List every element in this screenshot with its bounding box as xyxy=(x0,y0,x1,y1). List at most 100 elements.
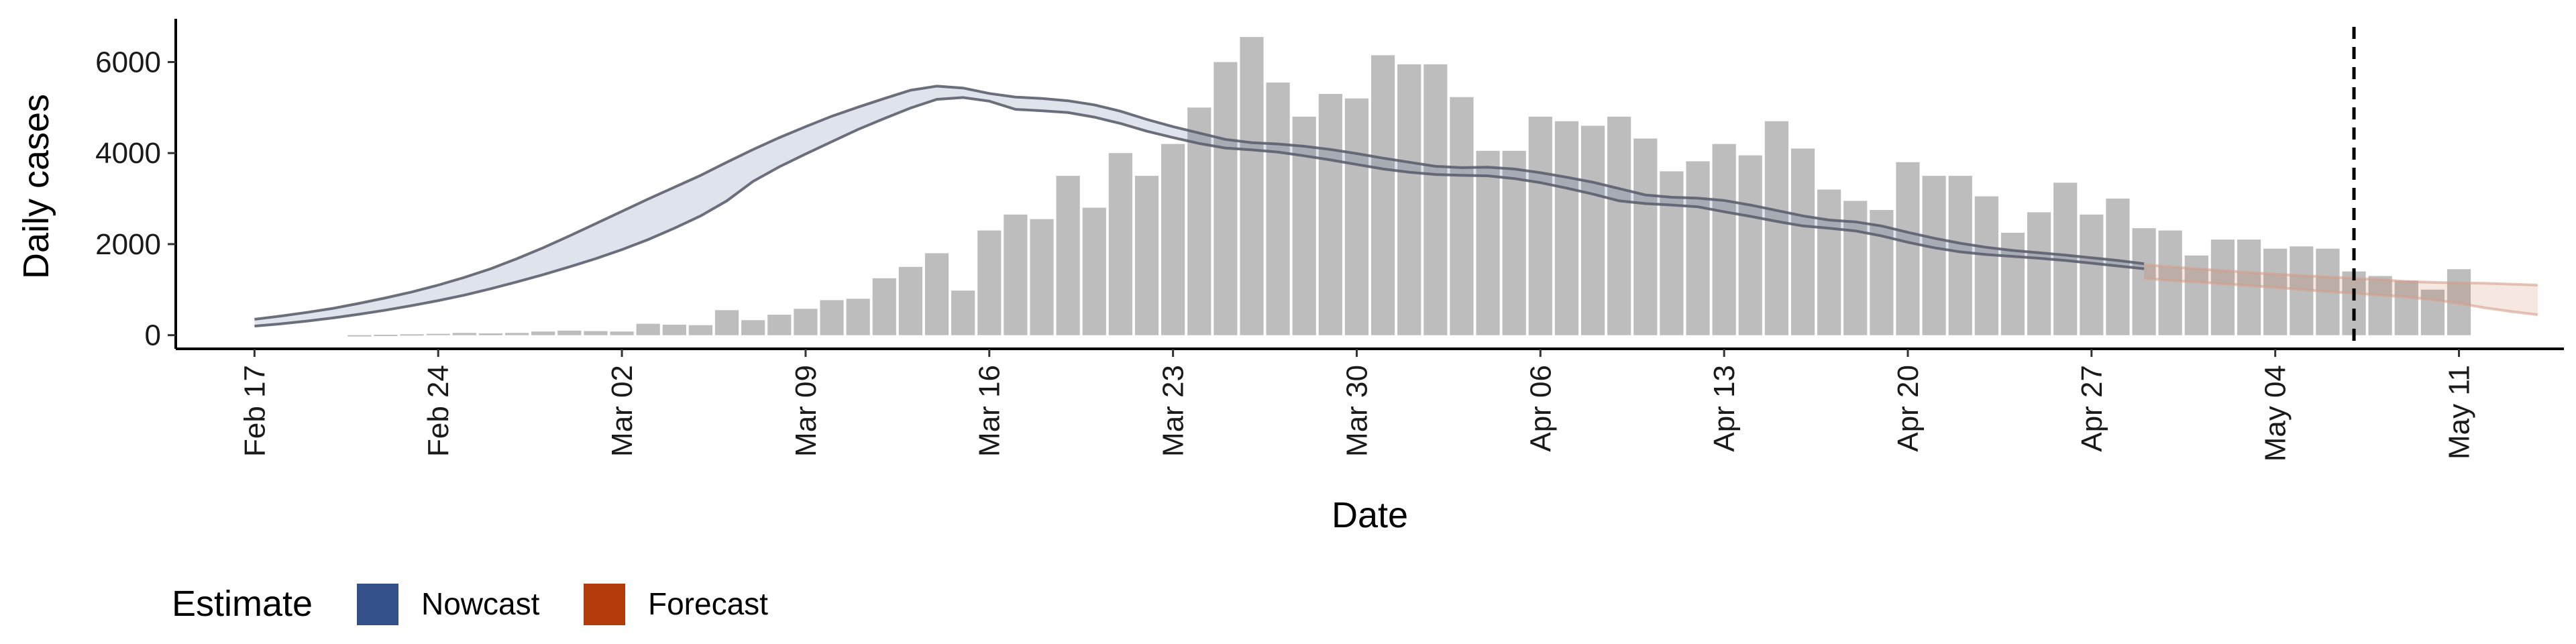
case-bar xyxy=(610,331,634,335)
case-bar xyxy=(1240,37,1264,335)
case-bar xyxy=(2263,248,2288,335)
x-axis-title: Date xyxy=(1332,495,1408,535)
case-bar xyxy=(1450,97,1474,335)
axes-layer xyxy=(174,19,2564,350)
case-bar xyxy=(1082,207,1106,335)
case-bar xyxy=(1214,62,1238,335)
x-tick-label: May 11 xyxy=(2443,365,2476,460)
case-bar xyxy=(1004,214,1028,335)
case-bar xyxy=(820,300,844,335)
case-bar xyxy=(1712,144,1736,335)
case-bar xyxy=(531,331,555,335)
case-bar xyxy=(1948,176,1972,335)
case-bar xyxy=(1686,161,1710,335)
case-bar xyxy=(1922,176,1946,335)
case-bar xyxy=(1738,155,1762,335)
forecast-lower-line xyxy=(2143,276,2538,317)
case-bar xyxy=(2132,228,2156,335)
x-tick-label: Feb 24 xyxy=(422,365,455,457)
case-bar xyxy=(584,331,608,335)
case-bar xyxy=(794,309,818,335)
case-bar xyxy=(1764,121,1788,335)
case-bar xyxy=(924,253,949,335)
y-axis-title: Daily cases xyxy=(16,94,56,279)
case-bar xyxy=(557,330,582,335)
case-bar xyxy=(347,335,372,337)
case-bar xyxy=(1266,83,1290,335)
case-bar xyxy=(1397,64,1421,335)
case-bar xyxy=(1476,150,1500,335)
case-bar xyxy=(374,334,398,336)
legend-title: Estimate xyxy=(172,584,313,624)
y-tick-label: 4000 xyxy=(95,137,161,170)
x-tick-label: Mar 30 xyxy=(1340,365,1373,457)
x-tick-label: Apr 27 xyxy=(2076,365,2108,452)
case-bar xyxy=(1056,176,1080,335)
x-tick-label: Feb 17 xyxy=(238,365,271,457)
case-bar xyxy=(1161,144,1185,335)
forecast-upper-line xyxy=(2143,263,2538,286)
case-bar xyxy=(2368,276,2392,335)
case-bar xyxy=(662,325,686,335)
case-bar xyxy=(452,333,476,335)
case-bar xyxy=(2080,214,2104,335)
case-bar xyxy=(636,323,660,335)
case-bar xyxy=(1607,116,1631,335)
case-bar xyxy=(1896,162,1920,335)
case-bar xyxy=(872,278,896,335)
x-tick-label: Apr 20 xyxy=(1892,365,1925,452)
case-bar xyxy=(1790,148,1815,335)
case-bar xyxy=(1344,98,1369,335)
case-bar xyxy=(1528,116,1552,335)
x-tick-label: Apr 06 xyxy=(1524,365,1557,452)
y-tick-label: 6000 xyxy=(95,46,161,78)
case-bar xyxy=(1424,64,1448,335)
bars-layer xyxy=(347,37,2471,337)
nowcast-lower-line xyxy=(254,96,2145,328)
case-bar xyxy=(741,320,765,335)
case-bar xyxy=(2394,280,2418,335)
legend-swatch-nowcast xyxy=(357,584,398,625)
case-bar xyxy=(478,333,503,335)
case-bar xyxy=(898,266,922,335)
case-bar xyxy=(1974,196,1998,335)
case-bar xyxy=(977,230,1002,335)
case-bar xyxy=(1870,210,1894,335)
legend-label-nowcast: Nowcast xyxy=(421,586,540,621)
x-tick-label: Apr 13 xyxy=(1708,365,1741,452)
case-bar xyxy=(504,333,529,335)
case-bar xyxy=(2210,239,2235,335)
case-bar xyxy=(767,315,792,335)
case-bar xyxy=(1108,153,1132,335)
case-bar xyxy=(688,325,713,335)
legend: Estimate Nowcast Forecast xyxy=(172,584,768,625)
case-bar xyxy=(1817,189,1841,335)
legend-swatch-forecast xyxy=(584,584,625,625)
case-bar xyxy=(1318,93,1342,335)
case-bar xyxy=(2342,271,2366,335)
case-bar xyxy=(1030,219,1054,335)
case-bar xyxy=(714,310,739,335)
nowcast-upper-line xyxy=(254,85,2145,321)
case-bar xyxy=(1134,176,1159,335)
x-tick-label: Mar 09 xyxy=(790,365,822,457)
case-bar xyxy=(951,290,975,335)
legend-label-forecast: Forecast xyxy=(648,586,768,621)
x-tick-label: Mar 23 xyxy=(1157,365,1190,457)
case-bar xyxy=(1580,125,1605,335)
x-ticks: Feb 17 Feb 24 Mar 02 Mar 09 Mar 16 Mar 23 Mar … xyxy=(238,349,2476,462)
case-bar xyxy=(846,299,870,335)
case-bar xyxy=(2000,232,2025,335)
y-tick-label: 2000 xyxy=(95,228,161,261)
y-tick-label: 0 xyxy=(145,319,161,352)
x-tick-label: Mar 16 xyxy=(973,365,1006,457)
y-ticks: 0 2000 4000 6000 xyxy=(95,46,176,352)
case-bar xyxy=(400,334,424,336)
case-bar xyxy=(1502,150,1526,335)
case-bar xyxy=(2027,212,2051,335)
case-bar xyxy=(1633,138,1658,335)
case-bar xyxy=(1371,55,1395,335)
case-bar xyxy=(2158,230,2182,335)
case-bar xyxy=(426,333,450,335)
